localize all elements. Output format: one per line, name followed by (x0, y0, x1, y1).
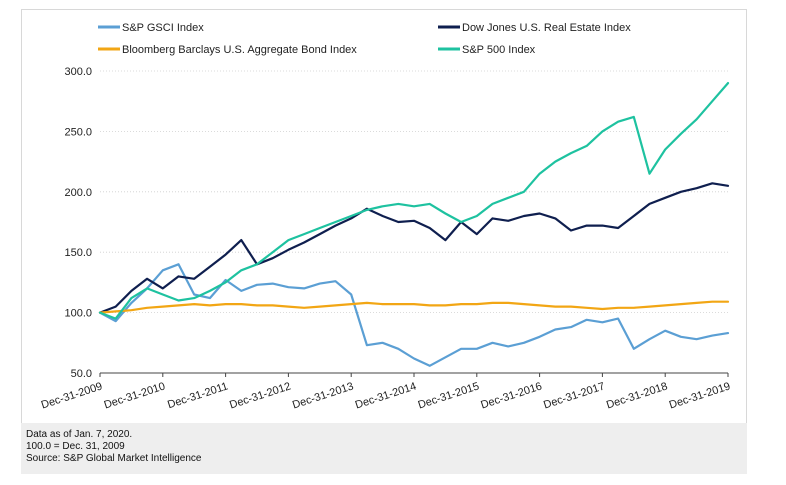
line-chart: S&P GSCI Index Dow Jones U.S. Real Estate… (40, 22, 732, 412)
x-tick-label: Dec-31-2018 (605, 380, 669, 411)
y-tick-label: 250.0 (64, 126, 92, 138)
y-tick-label: 100.0 (64, 308, 92, 320)
legend-label: S&P 500 Index (462, 44, 536, 56)
x-tick-label: Dec-31-2016 (479, 380, 543, 411)
x-tick-label: Dec-31-2011 (166, 380, 229, 411)
y-tick-label: 200.0 (64, 187, 92, 199)
x-tick-label: Dec-31-2013 (291, 380, 355, 411)
series-line-4 (98, 81, 730, 320)
legend-label: Dow Jones U.S. Real Estate Index (462, 22, 631, 34)
y-tick-label: 150.0 (64, 247, 92, 259)
source-note: Source: S&P Global Market Intelligence (26, 453, 202, 464)
plot-area (98, 81, 730, 367)
series-line-1 (98, 263, 730, 367)
legend: S&P GSCI Index Dow Jones U.S. Real Estate… (98, 22, 631, 56)
x-tick-label: Dec-31-2010 (103, 380, 167, 411)
chart-footer: Data as of Jan. 7, 2020. 100.0 = Dec. 31… (21, 423, 747, 474)
x-tick-label: Dec-31-2017 (542, 380, 606, 411)
legend-label: Bloomberg Barclays U.S. Aggregate Bond I… (122, 44, 357, 56)
series-line-3 (98, 300, 730, 314)
chart-card: S&P GSCI Index Dow Jones U.S. Real Estate… (21, 9, 747, 474)
base-value-note: 100.0 = Dec. 31, 2009 (26, 441, 125, 452)
series-line-2 (98, 182, 730, 314)
x-tick-label: Dec-31-2015 (417, 380, 481, 411)
y-tick-label: 300.0 (64, 66, 92, 78)
y-tick-label: 50.0 (71, 368, 92, 380)
y-axis: 300.0 250.0 200.0 150.0 100.0 50.0 (64, 66, 728, 380)
data-date-note: Data as of Jan. 7, 2020. (26, 429, 133, 440)
x-tick-label: Dec-31-2012 (228, 380, 292, 411)
legend-label: S&P GSCI Index (122, 22, 204, 34)
x-tick-label: Dec-31-2019 (668, 380, 732, 411)
x-tick-label: Dec-31-2009 (40, 380, 104, 411)
x-tick-label: Dec-31-2014 (354, 380, 418, 411)
